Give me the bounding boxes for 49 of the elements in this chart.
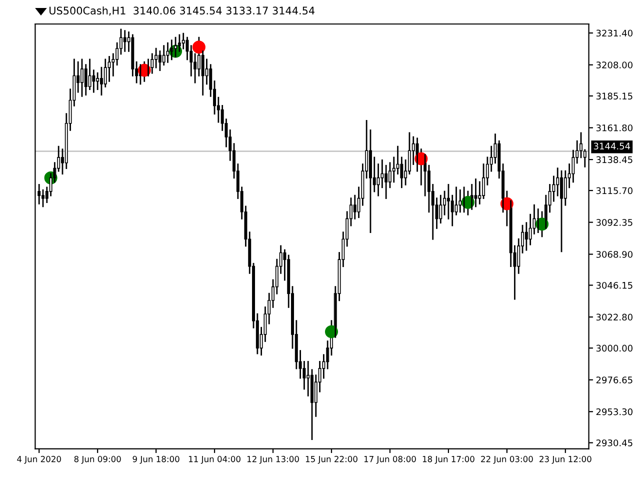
y-tick-label: 3046.15 <box>596 282 632 289</box>
candlestick <box>104 58 107 88</box>
candlestick <box>123 30 126 52</box>
x-tick-label: 4 Jun 2020 <box>17 456 61 464</box>
candlestick <box>560 170 563 252</box>
candlestick <box>454 186 458 216</box>
y-tick-label: 3022.80 <box>596 314 632 321</box>
candlestick <box>458 189 462 213</box>
y-tick-label: 2976.65 <box>596 376 632 384</box>
ref-line-label: 3144.54 <box>594 142 630 150</box>
candlestick <box>439 194 442 224</box>
candlestick <box>162 45 166 66</box>
candlestick <box>150 53 154 74</box>
point <box>192 40 206 54</box>
y-tick-label: 3231.40 <box>596 30 632 37</box>
chart-title: US500Cash,H1 3140.06 3145.54 3133.17 3144.54 <box>50 6 314 16</box>
x-tick-label: 12 Jun 13:00 <box>247 456 299 464</box>
y-tick-label: 3068.90 <box>596 250 632 258</box>
x-tick-label: 15 Jun 22:00 <box>306 456 358 464</box>
y-tick-label: 3138.45 <box>596 156 632 164</box>
candlestick <box>96 72 100 90</box>
candlestick <box>92 70 96 93</box>
candlestick <box>376 164 380 196</box>
y-tick-label: 3185.15 <box>596 92 632 100</box>
candlestick <box>80 58 84 97</box>
candlestick <box>396 146 400 174</box>
x-tick-label: 23 Jun 12:00 <box>540 456 592 464</box>
y-tick-label: 3000.00 <box>596 344 632 352</box>
candlestick <box>88 58 92 90</box>
y-tick-label: 3092.35 <box>596 219 632 226</box>
candlestick <box>182 32 185 50</box>
x-tick-label: 17 Jun 08:00 <box>364 456 416 464</box>
y-tick-label: 3208.00 <box>596 62 632 68</box>
candlestick <box>108 56 111 82</box>
x-tick-label: 18 Jun 17:00 <box>422 456 474 464</box>
x-tick-label: 22 Jun 03:00 <box>481 456 533 464</box>
candlestick <box>478 181 482 204</box>
candlestick <box>174 36 178 58</box>
x-tick-label: 11 Jun 04:00 <box>188 456 240 464</box>
candlestick <box>100 66 103 96</box>
y-tick-label: 2953.30 <box>596 408 632 416</box>
y-tick-label: 3115.70 <box>596 187 632 194</box>
candlestick <box>524 222 528 251</box>
candlestick <box>353 194 356 220</box>
y-tick-label: 3161.80 <box>596 124 632 132</box>
candlestick <box>158 50 162 71</box>
y-tick-label: 2930.45 <box>596 439 632 446</box>
x-tick-label: 9 Jun 18:00 <box>132 456 180 464</box>
x-tick-label: 8 Jun 09:00 <box>74 456 121 464</box>
